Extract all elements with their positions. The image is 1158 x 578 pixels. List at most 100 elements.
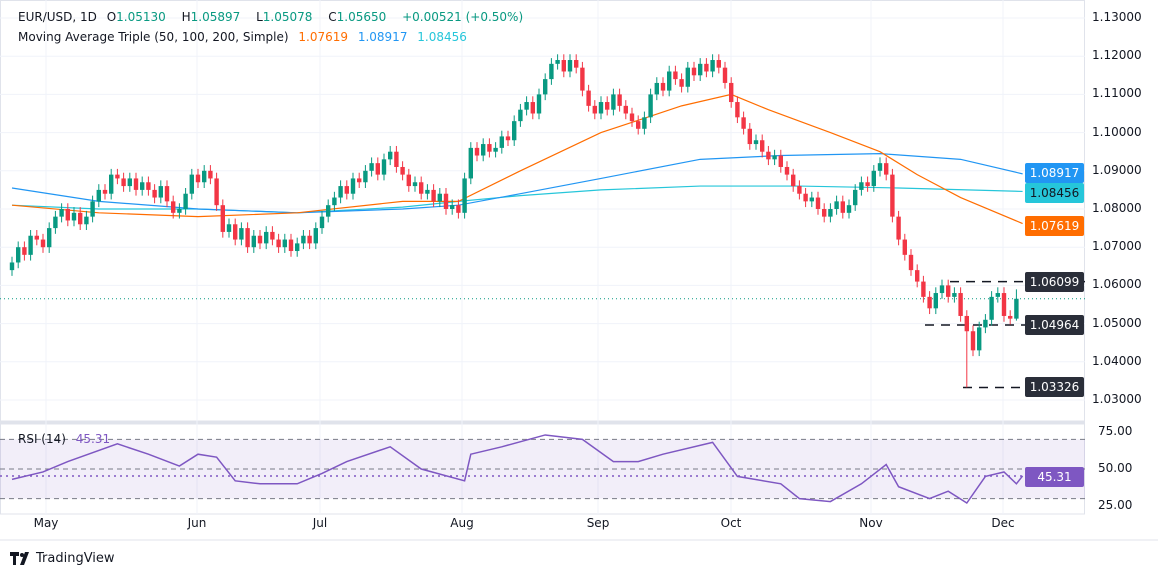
- rsi-legend[interactable]: RSI (14) 45.31: [18, 432, 116, 446]
- low-label: L: [256, 10, 263, 24]
- candle-body: [78, 212, 83, 225]
- candle-body: [896, 216, 901, 240]
- candle-body: [927, 296, 932, 309]
- candle-body: [326, 205, 331, 217]
- candle-body: [164, 186, 170, 202]
- candle-body: [214, 178, 219, 206]
- high-label: H: [181, 10, 191, 24]
- candle-body: [729, 82, 734, 103]
- candle-body: [456, 205, 461, 213]
- candle-body: [679, 79, 684, 87]
- low-number: 1.05078: [262, 10, 313, 24]
- candle-body: [474, 147, 480, 156]
- candle-body: [450, 205, 455, 209]
- candle-body: [121, 178, 126, 187]
- candle-body: [859, 182, 864, 190]
- candle-body: [276, 239, 281, 248]
- candle-body: [989, 296, 994, 320]
- candle-body: [791, 174, 796, 187]
- candle-body: [158, 186, 163, 198]
- candle-body: [753, 140, 759, 145]
- candle-body: [890, 174, 895, 217]
- candle-body: [487, 144, 492, 152]
- candle-body: [834, 201, 839, 209]
- candle-body: [133, 178, 139, 190]
- candle-body: [369, 163, 374, 171]
- candle-body: [220, 205, 225, 232]
- candle-body: [412, 182, 418, 187]
- candle-body: [1001, 293, 1007, 316]
- candle-body: [59, 209, 64, 217]
- month-label: Aug: [450, 516, 474, 530]
- ma-legend[interactable]: Moving Average Triple (50, 100, 200, Sim…: [18, 30, 473, 44]
- candle-body: [34, 235, 39, 240]
- candle-body: [766, 151, 771, 160]
- candle-body: [567, 60, 573, 72]
- price-tick-label: 1.08000: [1092, 201, 1142, 215]
- candle-body: [431, 189, 436, 202]
- candle-body: [381, 159, 387, 175]
- candle-body: [84, 216, 89, 225]
- high-value: H1.05897: [182, 10, 247, 24]
- candle-body: [344, 186, 349, 194]
- candle-body: [648, 94, 653, 118]
- candle-body: [549, 63, 554, 80]
- price-tick-label: 1.13000: [1092, 10, 1142, 24]
- candle-body: [536, 94, 542, 114]
- ma100-tag: 1.08917: [1025, 163, 1084, 183]
- candle-body: [840, 201, 845, 213]
- symbol-label: EUR/USD, 1D: [18, 10, 97, 24]
- ma50-value: 1.07619: [298, 30, 348, 44]
- rsi-label: RSI (14): [18, 432, 66, 446]
- rsi-line: [11, 434, 1024, 505]
- candle-body: [865, 182, 870, 187]
- month-label: Sep: [586, 516, 610, 530]
- candle-body: [933, 293, 938, 309]
- level-high-tag: 1.06099: [1025, 272, 1084, 292]
- candle-body: [704, 63, 709, 72]
- candle-body: [400, 166, 405, 175]
- candle-body: [481, 144, 486, 156]
- price-tick-label: 1.04000: [1092, 353, 1142, 368]
- candle-body: [239, 228, 244, 240]
- candle-body: [437, 193, 442, 202]
- month-label: Jun: [187, 516, 207, 530]
- candle-body: [629, 113, 635, 122]
- candle-body: [524, 102, 529, 110]
- candle-body: [332, 197, 337, 206]
- candle-body: [53, 216, 58, 229]
- candle-body: [96, 189, 101, 202]
- tradingview-logo-icon: [10, 551, 29, 565]
- price-tick-label: 1.12000: [1092, 48, 1142, 63]
- level-mid-tag: 1.04964: [1025, 315, 1084, 335]
- candle-body: [995, 293, 1000, 297]
- candle-body: [710, 60, 715, 72]
- price-tick-label: 1.05000: [1092, 315, 1142, 330]
- candle-body: [202, 170, 207, 183]
- candle-body: [977, 327, 982, 351]
- close-number: 1.05650: [336, 10, 387, 24]
- candle-body: [518, 109, 523, 122]
- candle-body: [22, 247, 27, 255]
- candle-body: [462, 178, 467, 213]
- candle-body: [642, 117, 647, 129]
- candle-body: [797, 186, 802, 194]
- candle-body: [505, 136, 511, 141]
- candle-body: [115, 174, 120, 179]
- candle-body: [555, 60, 560, 64]
- candle-body: [40, 239, 46, 248]
- candle-body: [1008, 315, 1013, 319]
- candle-body: [109, 174, 114, 194]
- ma50-line: [11, 93, 1023, 225]
- candle-body: [722, 67, 728, 83]
- candle-body: [226, 224, 232, 232]
- candle-body: [747, 128, 752, 145]
- candle-body: [419, 182, 424, 194]
- tradingview-logo[interactable]: TradingView: [10, 551, 115, 566]
- change-value: +0.00521 (+0.50%): [402, 10, 524, 24]
- candle-body: [561, 60, 566, 72]
- candle-body: [257, 235, 263, 244]
- ma200-value: 1.08456: [417, 30, 467, 44]
